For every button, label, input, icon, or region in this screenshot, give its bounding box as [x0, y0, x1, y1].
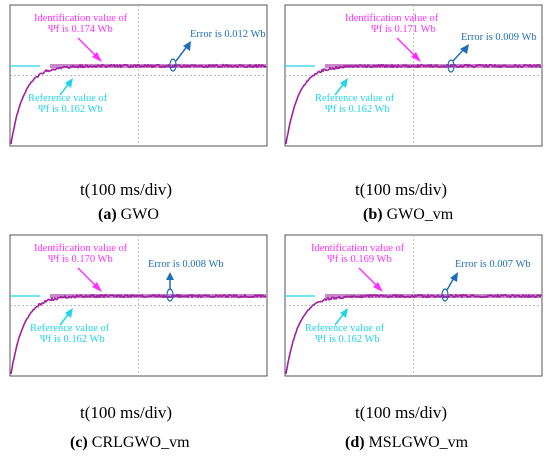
caption-name-a: GWO [120, 206, 159, 223]
panel-d: Identification value of Ψf is 0.169 Wb E… [275, 230, 550, 460]
reference-label-line2: Ψf is 0.162 Wb [325, 104, 390, 115]
identification-label-line2: Ψf is 0.171 Wb [371, 24, 436, 35]
caption-letter-a: (a) [98, 206, 117, 223]
identification-arrowhead [92, 282, 102, 292]
error-arrowhead [166, 272, 174, 280]
caption-c: (c) CRLGWO_vm [70, 434, 190, 452]
caption-letter-d: (d) [345, 434, 365, 451]
caption-a: (a) GWO [98, 206, 159, 224]
identification-label-line1: Identification value of [34, 243, 128, 254]
reference-label-line2: Ψf is 0.162 Wb [315, 334, 380, 345]
error-label: Error is 0.009 Wb [461, 32, 537, 43]
x-axis-label-a: t(100 ms/div) [80, 180, 173, 199]
error-marker [169, 58, 177, 72]
grid-lines [285, 235, 542, 376]
grid-lines [285, 5, 542, 146]
caption-name-b: GWO_vm [386, 206, 454, 223]
panel-b: Identification value of Ψf is 0.171 Wb E… [275, 0, 550, 230]
identification-label-line2: Ψf is 0.170 Wb [48, 254, 113, 265]
error-label: Error is 0.012 Wb [190, 29, 266, 40]
x-axis-label-b: t(100 ms/div) [355, 180, 448, 199]
error-label: Error is 0.007 Wb [455, 259, 531, 270]
error-marker [441, 288, 449, 302]
panel-a: Identification value of Ψf is 0.174 Wb E… [0, 0, 275, 230]
caption-d: (d) MSLGWO_vm [345, 434, 468, 452]
caption-name-c: CRLGWO_vm [91, 434, 190, 451]
reference-label-line2: Ψf is 0.162 Wb [40, 334, 105, 345]
error-marker [447, 59, 455, 73]
error-arrowhead [460, 44, 469, 54]
flux-trace [285, 293, 542, 375]
reference-arrowhead [65, 308, 73, 318]
identification-label-line2: Ψf is 0.174 Wb [48, 24, 113, 35]
caption-letter-b: (b) [363, 206, 383, 223]
flux-trace-band [325, 294, 541, 298]
caption-b: (b) GWO_vm [363, 206, 453, 224]
reference-label-line1: Reference value of [305, 323, 385, 334]
reference-label-line2: Ψf is 0.162 Wb [38, 104, 103, 115]
identification-label-line2: Ψf is 0.169 Wb [327, 254, 392, 265]
flux-trace-band [50, 64, 266, 68]
identification-arrowhead [92, 52, 102, 62]
identification-label-line1: Identification value of [345, 13, 439, 24]
identification-arrowhead [411, 52, 421, 62]
error-label: Error is 0.008 Wb [148, 259, 224, 270]
reference-arrowhead [340, 308, 348, 318]
error-marker [166, 288, 174, 302]
panel-c: Identification value of Ψf is 0.170 Wb E… [0, 230, 275, 460]
reference-label-line1: Reference value of [28, 93, 108, 104]
x-axis-label-c: t(100 ms/div) [80, 403, 173, 422]
identification-label-line1: Identification value of [311, 243, 405, 254]
grid-lines [10, 235, 267, 376]
oscilloscope-plot-b: Identification value of Ψf is 0.171 Wb E… [284, 4, 543, 147]
error-arrowhead [183, 41, 191, 51]
reference-label-line1: Reference value of [30, 323, 110, 334]
flux-trace-band [50, 294, 266, 298]
caption-name-d: MSLGWO_vm [368, 434, 469, 451]
caption-letter-c: (c) [70, 434, 88, 451]
flux-trace-band [325, 64, 541, 68]
reference-label-line1: Reference value of [315, 93, 395, 104]
reference-arrowhead [65, 78, 73, 88]
flux-trace [10, 293, 267, 375]
oscilloscope-plot-d: Identification value of Ψf is 0.169 Wb E… [284, 234, 543, 377]
oscilloscope-plot-a: Identification value of Ψf is 0.174 Wb E… [9, 4, 268, 147]
identification-label-line1: Identification value of [34, 13, 128, 24]
oscilloscope-plot-c: Identification value of Ψf is 0.170 Wb E… [9, 234, 268, 377]
identification-arrowhead [373, 282, 383, 292]
grid-lines [10, 5, 267, 146]
error-arrowhead [450, 272, 458, 282]
flux-trace [10, 63, 267, 145]
x-axis-label-d: t(100 ms/div) [355, 403, 448, 422]
reference-arrowhead [340, 78, 348, 88]
flux-trace [285, 63, 542, 145]
